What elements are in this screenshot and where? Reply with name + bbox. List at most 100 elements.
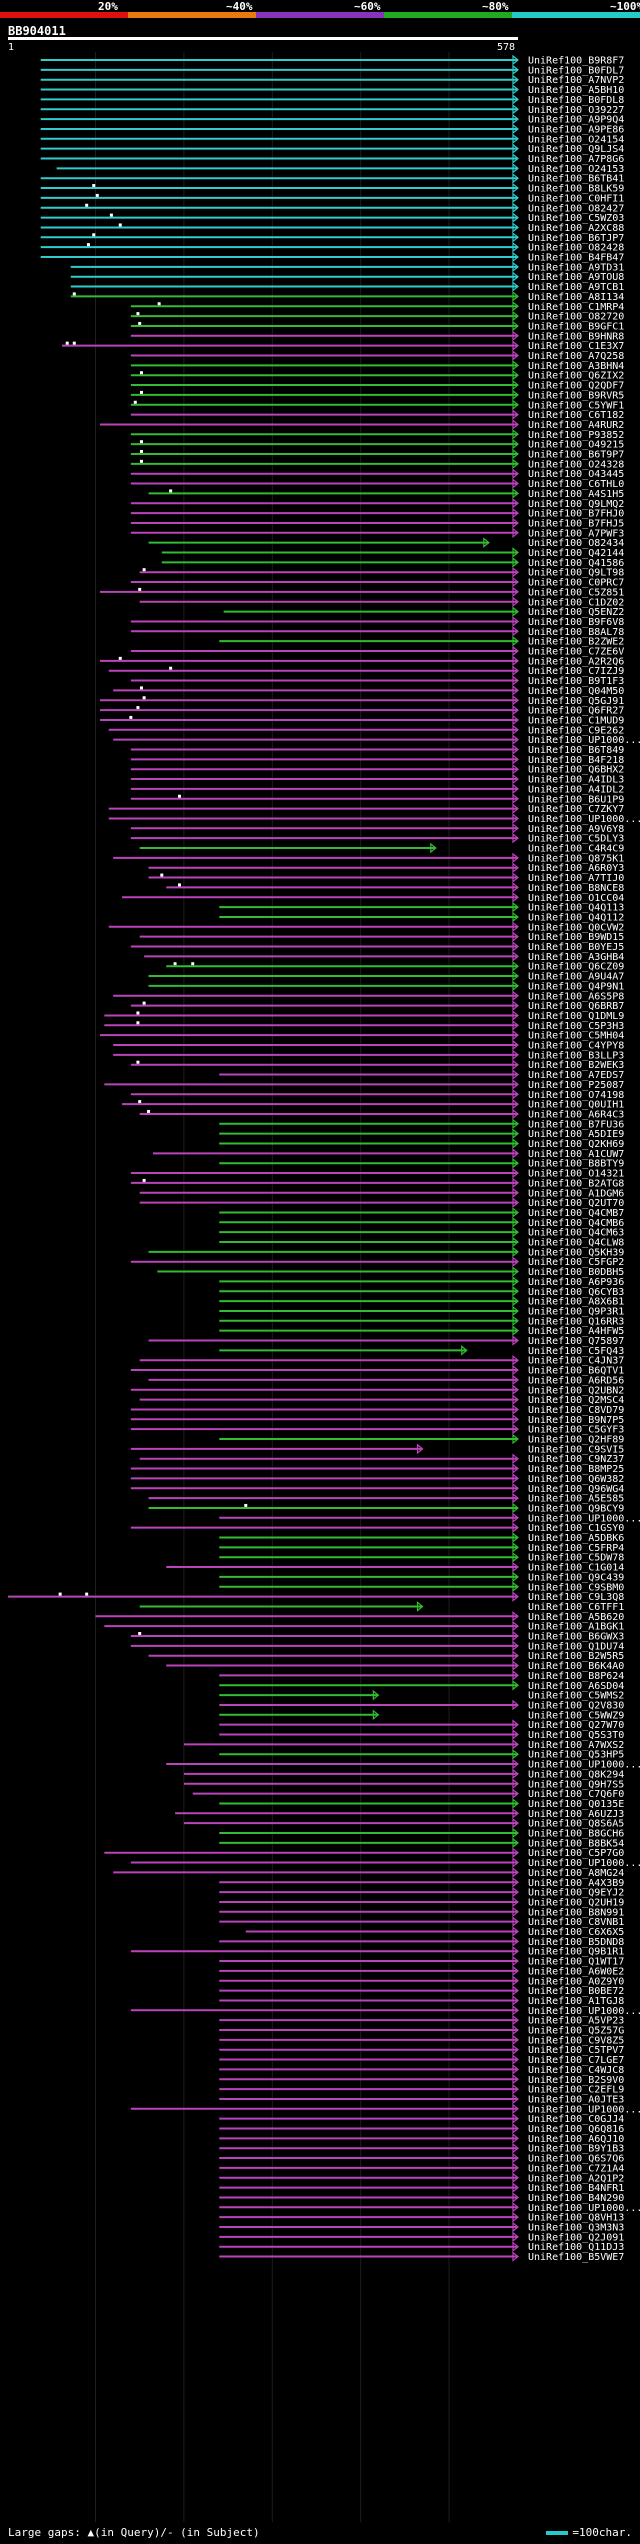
hit-label[interactable]: UniRef100_A4X3B9 — [528, 1878, 624, 1889]
hit-label[interactable]: UniRef100_C0PRC7 — [528, 578, 624, 589]
hit-label[interactable]: UniRef100_B2W5R5 — [528, 1651, 624, 1662]
hit-label[interactable]: UniRef100_C1E3X7 — [528, 341, 624, 352]
hit-label[interactable]: UniRef100_A5VP23 — [528, 2016, 624, 2027]
hit-label[interactable]: UniRef100_C5P3H3 — [528, 1021, 624, 1032]
hit-label[interactable]: UniRef100_A9U4A7 — [528, 972, 624, 983]
hit-label[interactable]: UniRef100_A9V6Y8 — [528, 824, 624, 835]
hit-label[interactable]: UniRef100_A1BGK1 — [528, 1622, 624, 1633]
hit-label[interactable]: UniRef100_B8N991 — [528, 1907, 624, 1918]
hit-label[interactable]: UniRef100_C5TPV7 — [528, 2045, 624, 2056]
hit-label[interactable]: UniRef100_B7FU36 — [528, 1119, 624, 1130]
hit-label[interactable]: UniRef100_A1TGJ8 — [528, 1996, 624, 2007]
hit-label[interactable]: UniRef100_C5MH04 — [528, 1031, 624, 1042]
hit-label[interactable]: UniRef100_UP1000... — [528, 2006, 640, 2017]
hit-label[interactable]: UniRef100_UP1000... — [528, 1513, 640, 1524]
hit-label[interactable]: UniRef100_A4S1H5 — [528, 489, 624, 500]
hit-label[interactable]: UniRef100_B6T9P7 — [528, 450, 624, 461]
hit-label[interactable]: UniRef100_Q0UIH1 — [528, 1100, 624, 1111]
hit-label[interactable]: UniRef100_A6W0E2 — [528, 1966, 624, 1977]
hit-label[interactable]: UniRef100_Q04M50 — [528, 686, 624, 697]
hit-label[interactable]: UniRef100_A3BHN4 — [528, 361, 624, 372]
hit-label[interactable]: UniRef100_B4N290 — [528, 2193, 624, 2204]
hit-label[interactable]: UniRef100_A9TD31 — [528, 262, 624, 273]
hit-label[interactable]: UniRef100_B6QTV1 — [528, 1366, 624, 1377]
hit-label[interactable]: UniRef100_Q4CMB6 — [528, 1218, 624, 1229]
hit-label[interactable]: UniRef100_Q1DU74 — [528, 1641, 624, 1652]
hit-label[interactable]: UniRef100_B8GCH6 — [528, 1829, 624, 1840]
hit-label[interactable]: UniRef100_C5FQ43 — [528, 1346, 624, 1357]
hit-label[interactable]: UniRef100_UP1000... — [528, 814, 640, 825]
hit-label[interactable]: UniRef100_C9SVI5 — [528, 1444, 624, 1455]
hit-label[interactable]: UniRef100_Q6CYB3 — [528, 1287, 624, 1298]
hit-label[interactable]: UniRef100_A7WXS2 — [528, 1740, 624, 1751]
hit-label[interactable]: UniRef100_B6K4A0 — [528, 1661, 624, 1672]
hit-label[interactable]: UniRef100_Q9B1R1 — [528, 1947, 624, 1958]
hit-label[interactable]: UniRef100_O49215 — [528, 440, 624, 451]
hit-label[interactable]: UniRef100_O14321 — [528, 1169, 624, 1180]
hit-label[interactable]: UniRef100_B0YEJ5 — [528, 942, 624, 953]
hit-label[interactable]: UniRef100_A7EDS7 — [528, 1070, 624, 1081]
hit-label[interactable]: UniRef100_C1G014 — [528, 1563, 624, 1574]
hit-label[interactable]: UniRef100_C5WWZ9 — [528, 1710, 624, 1721]
hit-label[interactable]: UniRef100_C5WZ03 — [528, 213, 624, 224]
hit-label[interactable]: UniRef100_B4FB47 — [528, 253, 624, 264]
hit-label[interactable]: UniRef100_A5B620 — [528, 1612, 624, 1623]
hit-label[interactable]: UniRef100_Q8S6A5 — [528, 1819, 624, 1830]
hit-label[interactable]: UniRef100_Q27W70 — [528, 1720, 624, 1731]
hit-label[interactable]: UniRef100_B9R8F7 — [528, 56, 624, 67]
hit-label[interactable]: UniRef100_C9E262 — [528, 725, 624, 736]
hit-label[interactable]: UniRef100_B2ATG8 — [528, 1178, 624, 1189]
hit-label[interactable]: UniRef100_Q16RR3 — [528, 1316, 624, 1327]
hit-label[interactable]: UniRef100_Q4CLW8 — [528, 1238, 624, 1249]
hit-label[interactable]: UniRef100_Q11DJ3 — [528, 2242, 624, 2253]
hit-label[interactable]: UniRef100_Q6ZIX2 — [528, 371, 624, 382]
hit-label[interactable]: UniRef100_Q4Q112 — [528, 912, 624, 923]
hit-label[interactable]: UniRef100_O82428 — [528, 243, 624, 254]
hit-label[interactable]: UniRef100_Q2MSC4 — [528, 1395, 624, 1406]
hit-label[interactable]: UniRef100_Q2UBN2 — [528, 1385, 624, 1396]
hit-label[interactable]: UniRef100_B9T1F3 — [528, 676, 624, 687]
hit-label[interactable]: UniRef100_B9F6V8 — [528, 617, 624, 628]
hit-label[interactable]: UniRef100_Q9LJS4 — [528, 144, 624, 155]
hit-label[interactable]: UniRef100_Q8VH13 — [528, 2213, 624, 2224]
hit-label[interactable]: UniRef100_A5DIE9 — [528, 1129, 624, 1140]
hit-label[interactable]: UniRef100_C9NZ37 — [528, 1454, 624, 1465]
hit-label[interactable]: UniRef100_Q0135E — [528, 1799, 624, 1810]
hit-label[interactable]: UniRef100_A2R2Q6 — [528, 656, 624, 667]
hit-label[interactable]: UniRef100_A6R0Y3 — [528, 863, 624, 874]
hit-label[interactable]: UniRef100_B2WEK3 — [528, 1060, 624, 1071]
hit-label[interactable]: UniRef100_O24328 — [528, 459, 624, 470]
hit-label[interactable]: UniRef100_A6S5P8 — [528, 991, 624, 1002]
hit-label[interactable]: UniRef100_B5DND8 — [528, 1937, 624, 1948]
hit-label[interactable]: UniRef100_C4JN37 — [528, 1356, 624, 1367]
hit-label[interactable]: UniRef100_C5GYF3 — [528, 1425, 624, 1436]
hit-label[interactable]: UniRef100_O82720 — [528, 312, 624, 323]
hit-label[interactable]: UniRef100_Q9BCY9 — [528, 1503, 624, 1514]
hit-label[interactable]: UniRef100_B9RVR5 — [528, 390, 624, 401]
hit-label[interactable]: UniRef100_Q3M3N3 — [528, 2223, 624, 2234]
hit-label[interactable]: UniRef100_UP1000... — [528, 2203, 640, 2214]
hit-label[interactable]: UniRef100_A0JTE3 — [528, 2094, 624, 2105]
hit-label[interactable]: UniRef100_C9V8Z5 — [528, 2035, 624, 2046]
hit-label[interactable]: UniRef100_A4IDL3 — [528, 775, 624, 786]
hit-label[interactable]: UniRef100_C5DW78 — [528, 1553, 624, 1564]
hit-label[interactable]: UniRef100_A9P9Q4 — [528, 115, 624, 126]
hit-label[interactable]: UniRef100_B8BK54 — [528, 1838, 624, 1849]
hit-label[interactable]: UniRef100_B6U1P9 — [528, 794, 624, 805]
hit-label[interactable]: UniRef100_Q2UT70 — [528, 1198, 624, 1209]
hit-label[interactable]: UniRef100_Q9P3R1 — [528, 1306, 624, 1317]
hit-label[interactable]: UniRef100_A6P936 — [528, 1277, 624, 1288]
hit-label[interactable]: UniRef100_C5Z851 — [528, 587, 624, 598]
hit-label[interactable]: UniRef100_C1MRP4 — [528, 302, 624, 313]
hit-label[interactable]: UniRef100_A3GHB4 — [528, 952, 624, 963]
hit-label[interactable]: UniRef100_C4R4C9 — [528, 844, 624, 855]
hit-label[interactable]: UniRef100_C7Q6F0 — [528, 1789, 624, 1800]
hit-label[interactable]: UniRef100_B9WD15 — [528, 932, 624, 943]
hit-label[interactable]: UniRef100_B8MP25 — [528, 1464, 624, 1475]
hit-label[interactable]: UniRef100_C5P7G0 — [528, 1848, 624, 1859]
hit-label[interactable]: UniRef100_Q5GJ91 — [528, 696, 624, 707]
hit-label[interactable]: UniRef100_Q5Z57G — [528, 2026, 624, 2037]
hit-label[interactable]: UniRef100_A2XC88 — [528, 223, 624, 234]
hit-label[interactable]: UniRef100_A0Z9Y0 — [528, 1976, 624, 1987]
hit-label[interactable]: UniRef100_B8BTY9 — [528, 1159, 624, 1170]
